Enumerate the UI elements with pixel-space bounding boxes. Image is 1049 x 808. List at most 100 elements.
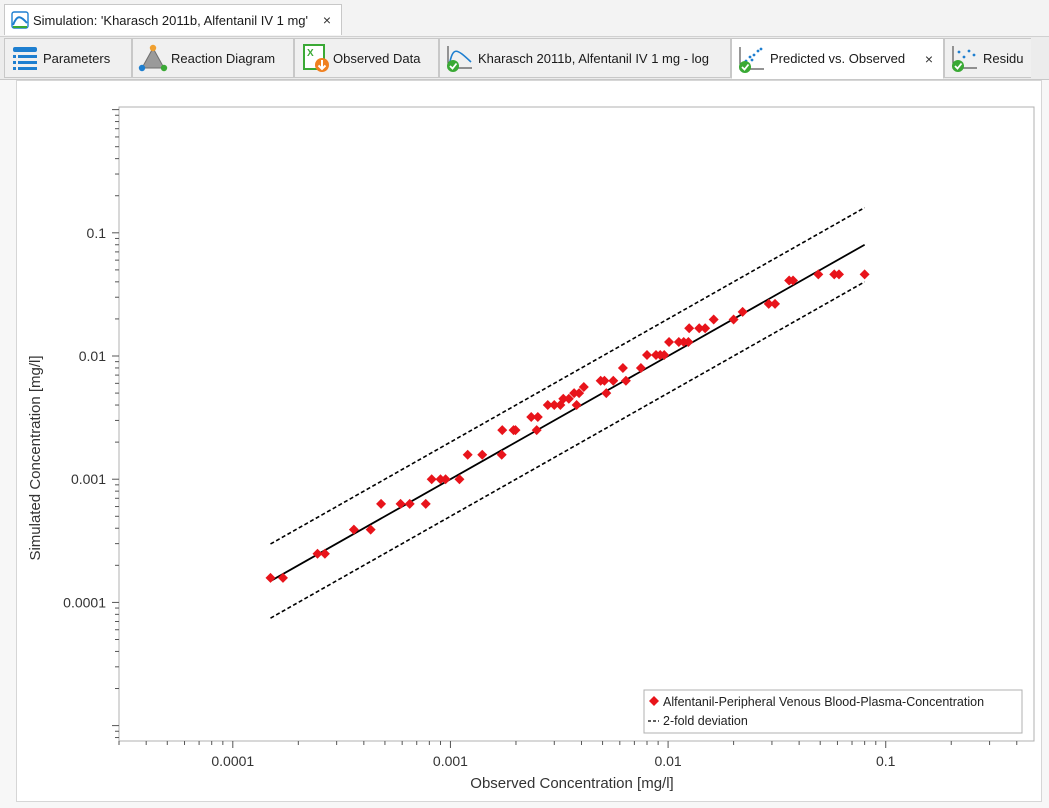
data-point[interactable] (788, 275, 799, 286)
data-point[interactable] (620, 375, 631, 386)
document-tab-title: Simulation: 'Kharasch 2011b, Alfentanil … (33, 12, 308, 28)
residuals-chart-icon (952, 46, 977, 72)
tab-reaction-diagram[interactable]: Reaction Diagram (132, 38, 294, 78)
data-point[interactable] (700, 323, 711, 334)
tab-reaction-diagram-label: Reaction Diagram (171, 50, 276, 66)
data-point[interactable] (365, 524, 376, 535)
data-point[interactable] (542, 400, 553, 411)
data-point[interactable] (376, 498, 387, 509)
data-point[interactable] (549, 400, 560, 411)
data-point[interactable] (684, 323, 695, 334)
tab-parameters[interactable]: Parameters (4, 38, 132, 78)
data-point[interactable] (834, 269, 845, 280)
x-tick-label: 0.01 (654, 753, 681, 769)
plot-area[interactable] (118, 106, 1035, 742)
tab-time-profile-chart[interactable]: Kharasch 2011b, Alfentanil IV 1 mg - log (439, 38, 731, 78)
excel-import-icon: X (303, 44, 329, 72)
document-tab-bar: Simulation: 'Kharasch 2011b, Alfentanil … (0, 0, 1049, 37)
y-tick-label: 0.1 (87, 225, 107, 241)
y-tick-label: 0.01 (79, 348, 106, 364)
data-point[interactable] (420, 498, 431, 509)
y-axis-label: Simulated Concentration [mg/l] (27, 355, 44, 560)
close-icon[interactable]: × (924, 50, 933, 67)
tab-time-profile-chart-label: Kharasch 2011b, Alfentanil IV 1 mg - log (478, 50, 710, 66)
data-point[interactable] (563, 393, 574, 404)
tab-observed-data[interactable]: X Observed Data (294, 38, 439, 78)
data-point[interactable] (813, 269, 824, 280)
data-point[interactable] (312, 548, 323, 559)
data-point[interactable] (694, 323, 705, 334)
data-point[interactable] (728, 314, 739, 325)
simulation-icon (11, 11, 29, 29)
data-point[interactable] (617, 362, 628, 373)
data-point[interactable] (578, 382, 589, 393)
data-point[interactable] (319, 548, 330, 559)
data-point[interactable] (531, 425, 542, 436)
data-point[interactable] (404, 498, 415, 509)
tab-parameters-label: Parameters (43, 50, 111, 66)
x-tick-label: 0.001 (433, 753, 468, 769)
legend-box (643, 689, 1023, 734)
data-point[interactable] (265, 572, 276, 583)
legend-entry-series: Alfentanil-Peripheral Venous Blood-Plasm… (663, 695, 984, 709)
scatter-chart-icon (739, 46, 764, 73)
data-point[interactable] (477, 449, 488, 460)
data-point[interactable] (395, 498, 406, 509)
data-point[interactable] (532, 411, 543, 422)
x-axis-label: Observed Concentration [mg/l] (470, 775, 673, 792)
view-tab-bar: Parameters Reaction Diagram X Observed D… (0, 37, 1049, 98)
data-point[interactable] (496, 449, 507, 460)
data-points (265, 269, 870, 583)
x-tick-label: 0.1 (876, 753, 896, 769)
data-point[interactable] (558, 393, 569, 404)
tab-predicted-vs-observed-label: Predicted vs. Observed (770, 51, 906, 66)
data-point[interactable] (574, 388, 585, 399)
tab-residuals-label: Residu (983, 50, 1024, 66)
data-point[interactable] (454, 474, 465, 485)
data-point[interactable] (737, 306, 748, 317)
legend: Alfentanil-Peripheral Venous Blood-Plasm… (643, 689, 1023, 734)
data-point[interactable] (664, 336, 675, 347)
parameters-list-icon (13, 47, 37, 70)
data-point[interactable] (435, 474, 446, 485)
simulation-document-tab[interactable]: Simulation: 'Kharasch 2011b, Alfentanil … (4, 4, 342, 35)
y-tick-label: 0.0001 (63, 594, 106, 610)
tab-observed-data-label: Observed Data (333, 50, 421, 66)
two-fold-upper-line (270, 206, 866, 545)
predicted-vs-observed-chart[interactable]: 0.0001 0.001 0.01 0.1 0.0001 0.001 0.01 0.1 Obs… (17, 81, 1043, 803)
data-point[interactable] (859, 269, 870, 280)
legend-marker-diamond (649, 696, 659, 706)
two-fold-lower-line (270, 281, 866, 619)
axis-ticks: 0.0001 0.001 0.01 0.1 0.0001 0.001 0.01 0.1 (63, 109, 1018, 769)
data-point[interactable] (763, 298, 774, 309)
data-point[interactable] (426, 474, 437, 485)
time-profile-chart-icon (447, 46, 472, 72)
data-point[interactable] (635, 362, 646, 373)
data-point[interactable] (708, 314, 719, 325)
tab-predicted-vs-observed[interactable]: Predicted vs. Observed × (731, 38, 944, 79)
svg-text:X: X (307, 48, 314, 59)
data-point[interactable] (770, 298, 781, 309)
y-tick-label: 0.001 (71, 471, 106, 487)
data-point[interactable] (601, 388, 612, 399)
chart-frame: 0.0001 0.001 0.01 0.1 0.0001 0.001 0.01 0.1 Obs… (16, 80, 1042, 802)
tab-residuals[interactable]: Residu (944, 38, 1031, 78)
data-point[interactable] (277, 572, 288, 583)
data-point[interactable] (641, 349, 652, 360)
data-point[interactable] (599, 375, 610, 386)
data-point[interactable] (683, 336, 694, 347)
data-point[interactable] (526, 411, 537, 422)
data-point[interactable] (440, 474, 451, 485)
data-point[interactable] (571, 400, 582, 411)
reaction-diagram-icon (138, 44, 168, 72)
data-point[interactable] (659, 349, 670, 360)
data-point[interactable] (348, 524, 359, 535)
data-point[interactable] (497, 425, 508, 436)
x-tick-label: 0.0001 (211, 753, 254, 769)
data-point[interactable] (608, 375, 619, 386)
close-icon[interactable]: × (322, 12, 331, 28)
data-point[interactable] (462, 449, 473, 460)
data-point[interactable] (510, 425, 521, 436)
reference-lines (270, 206, 866, 619)
identity-line (270, 243, 866, 582)
